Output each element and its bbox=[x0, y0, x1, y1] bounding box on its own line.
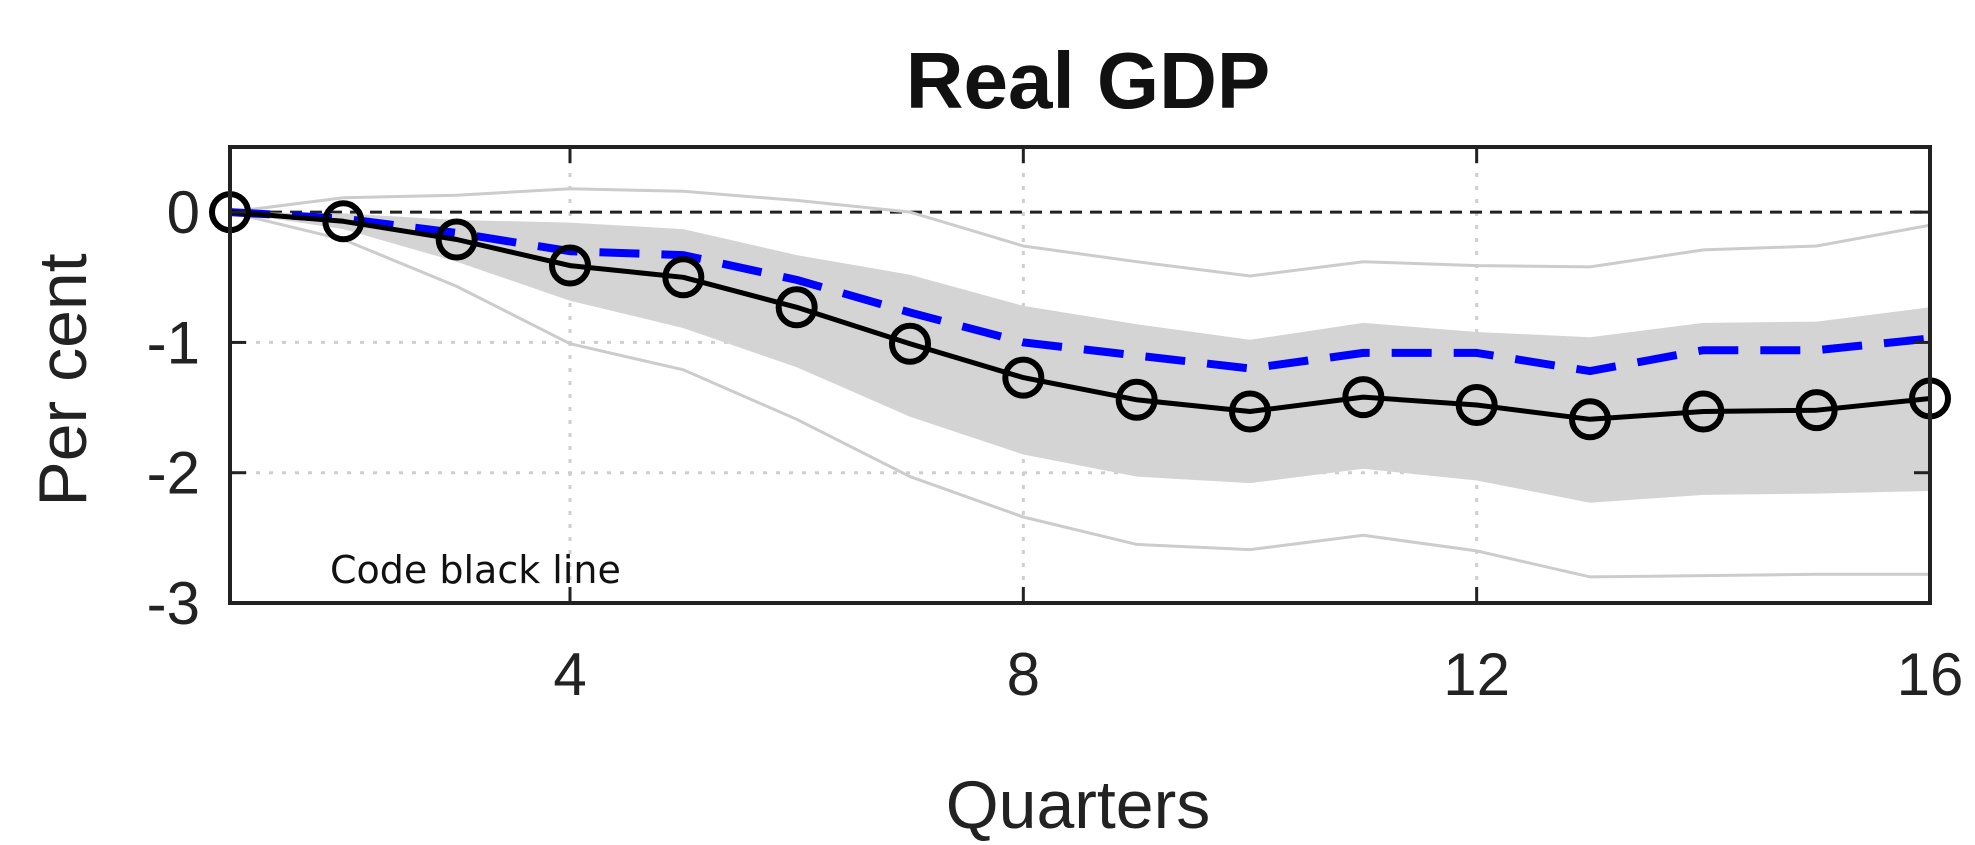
confidence-band bbox=[230, 212, 1930, 503]
data-point-marker bbox=[1229, 390, 1271, 433]
blue-dashed-line bbox=[229, 208, 1931, 376]
data-point-marker bbox=[435, 218, 478, 261]
x-tick-label: 8 bbox=[1007, 641, 1040, 708]
y-axis-label: Per cent bbox=[25, 253, 101, 506]
data-point-marker bbox=[1569, 398, 1611, 441]
plot-frame bbox=[228, 145, 1932, 605]
outer-lower-line bbox=[229, 210, 1930, 579]
data-point-marker bbox=[322, 200, 365, 243]
data-point-marker bbox=[1795, 389, 1838, 432]
main-black-line bbox=[229, 209, 1931, 422]
data-point-marker bbox=[1002, 356, 1045, 399]
y-tick-label: -3 bbox=[147, 570, 200, 637]
data-point-marker bbox=[662, 256, 705, 299]
data-point-marker bbox=[775, 286, 818, 329]
data-point-marker bbox=[1115, 378, 1158, 421]
data-point-marker bbox=[1682, 390, 1725, 433]
y-tick-label: -1 bbox=[147, 309, 200, 376]
data-point-marker bbox=[549, 244, 591, 287]
chart-annotation: Code black line bbox=[330, 548, 621, 592]
band-layer bbox=[230, 212, 1930, 503]
tick-layer: 4 8 12 16 0 -1 -2 -3 bbox=[147, 147, 1964, 708]
marker-layer bbox=[209, 191, 1951, 441]
data-point-marker bbox=[1455, 383, 1498, 426]
outer-upper-line bbox=[229, 187, 1931, 278]
x-tick-label: 4 bbox=[553, 641, 586, 708]
x-tick-label: 12 bbox=[1443, 641, 1510, 708]
y-tick-label: -2 bbox=[147, 440, 200, 507]
x-tick-label: 16 bbox=[1897, 641, 1964, 708]
data-point-marker bbox=[889, 322, 931, 365]
data-point-marker bbox=[1342, 376, 1385, 419]
chart-title: Real GDP bbox=[906, 36, 1271, 125]
series-layer bbox=[229, 187, 1931, 579]
x-axis-label: Quarters bbox=[946, 767, 1211, 843]
y-tick-label: 0 bbox=[167, 179, 200, 246]
